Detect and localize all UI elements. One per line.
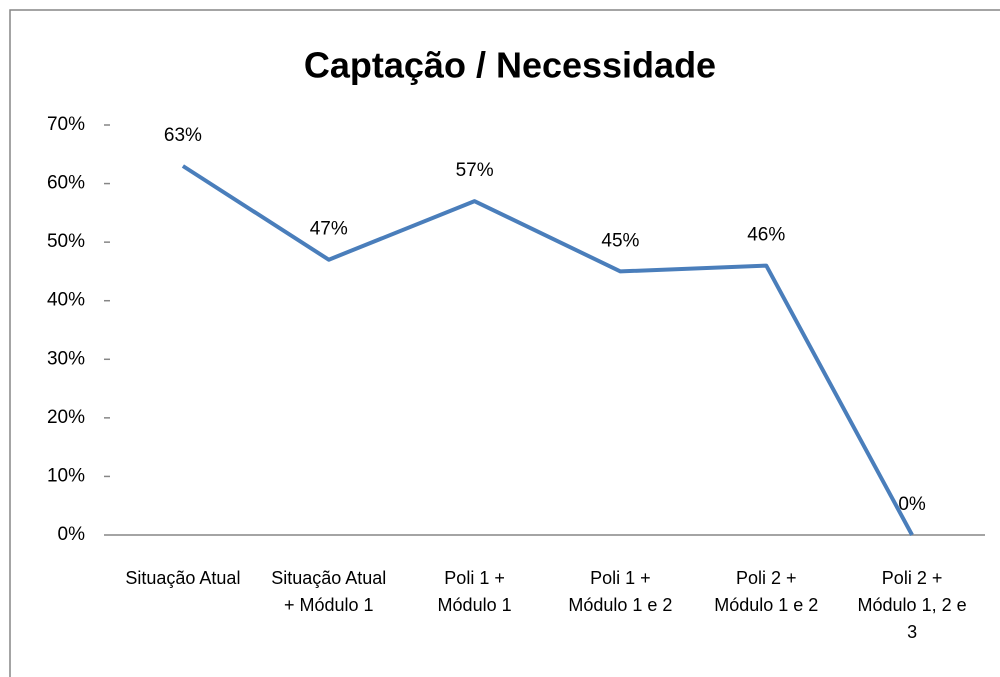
y-tick-label: 10% [47, 465, 85, 486]
y-tick-label: 70% [47, 114, 85, 135]
y-tick-label: 60% [47, 173, 85, 194]
y-tick-label: 40% [47, 290, 85, 311]
data-label: 0% [898, 494, 926, 515]
y-tick-label: 50% [47, 231, 85, 252]
x-tick-label: Poli 2 + Módulo 1, 2 e 3 [857, 568, 967, 642]
chart-frame [9, 9, 1000, 677]
x-tick-label: Situação Atual + Módulo 1 [271, 568, 387, 615]
y-tick-label: 30% [47, 348, 85, 369]
line-series [181, 164, 914, 536]
x-tick-label: Poli 1 + Módulo 1 [437, 568, 512, 615]
data-label: 63% [164, 125, 202, 146]
data-label: 46% [747, 225, 785, 246]
data-label: 45% [601, 230, 639, 251]
y-tick-label: 0% [58, 524, 86, 545]
x-tick-label: Situação Atual [125, 568, 241, 588]
data-label: 57% [456, 160, 494, 181]
y-tick-label: 20% [47, 407, 85, 428]
x-tick-label: Poli 2 + Módulo 1 e 2 [714, 568, 819, 615]
chart-title: Captação / Necessidade [304, 45, 716, 86]
data-label: 47% [310, 219, 348, 240]
x-tick-label: Poli 1 + Módulo 1 e 2 [568, 568, 673, 615]
